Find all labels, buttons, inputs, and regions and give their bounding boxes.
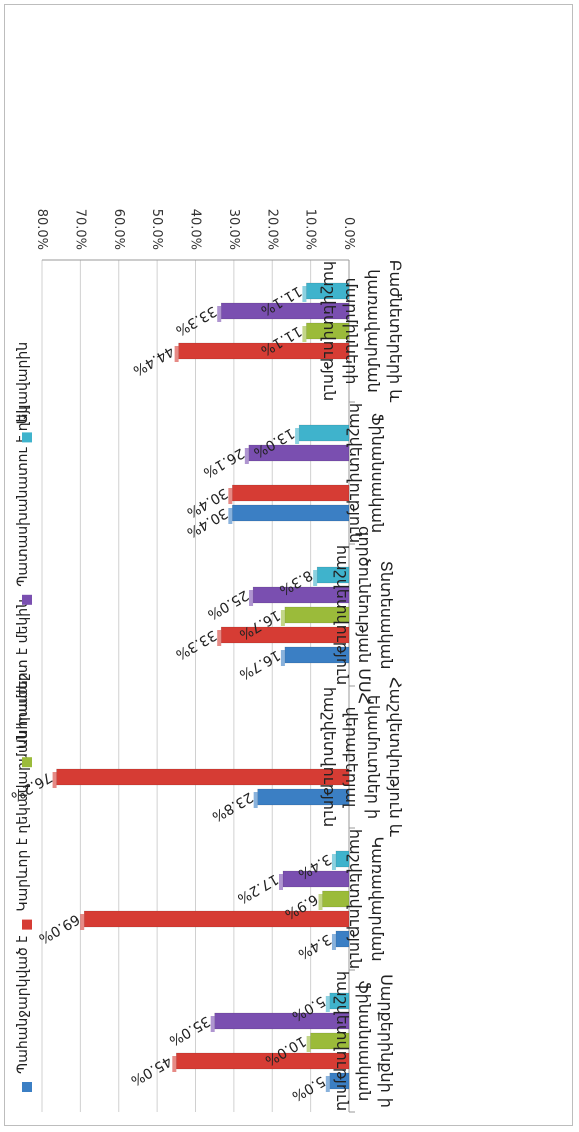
data-label: 3.4% xyxy=(295,931,334,963)
data-label: 45.0% xyxy=(128,1053,175,1089)
bar-end xyxy=(306,1036,311,1052)
bar-end xyxy=(80,914,85,930)
bar-end xyxy=(217,306,222,322)
category-label: Սարքերինքնի ի xyxy=(377,974,396,1108)
chart-rotated-group: 0.0% 10.0% 20.0% 30.0% 40.0% 50.0% 60.0% 70.0% 8… xyxy=(8,209,405,1113)
bar xyxy=(335,850,350,868)
bar-end xyxy=(228,488,233,504)
legend-swatch xyxy=(22,594,32,605)
tick-label: 10.0% xyxy=(303,209,318,250)
category-label: կառավարման xyxy=(364,269,383,392)
legend-label: Կարևոր է ղեկավարման համար xyxy=(15,672,31,911)
bar-end xyxy=(302,286,307,302)
bar-end xyxy=(302,326,307,342)
data-label: 35.0% xyxy=(166,1013,213,1049)
data-label: 16.7% xyxy=(236,647,283,683)
legend-label: Պատասխանատու է ղեկավարին xyxy=(15,342,31,587)
bar xyxy=(335,930,350,948)
bar-end xyxy=(174,346,179,362)
data-label: 17.2% xyxy=(234,871,281,907)
category-label: գործունեության ՄՍՀ xyxy=(355,526,374,704)
bar xyxy=(298,424,350,442)
tick-label: 70.0% xyxy=(72,209,87,250)
bar-end xyxy=(217,630,222,646)
bar-end xyxy=(244,448,249,464)
tick-label: 80.0% xyxy=(34,209,49,250)
bar-end xyxy=(253,792,258,808)
legend-swatch xyxy=(22,1082,32,1092)
category-label: Տնտեսական xyxy=(377,561,396,670)
bar xyxy=(232,484,350,502)
category-label: եկամուտներ ի xyxy=(364,695,383,819)
category-label: ֆինանսական xyxy=(355,981,374,1101)
tick-label: 0.0% xyxy=(341,217,356,250)
tick-label: 50.0% xyxy=(149,209,164,250)
category-label: հաշվետվություն xyxy=(320,687,339,827)
legend-swatch xyxy=(22,757,32,768)
bar-end xyxy=(172,1056,177,1072)
legend-label: Պահանջարկված է xyxy=(15,936,31,1074)
tick-label: 20.0% xyxy=(264,209,279,250)
category-label: հաշվետվություն xyxy=(333,971,352,1111)
bar xyxy=(56,768,350,786)
bar xyxy=(322,890,350,908)
legend-swatch xyxy=(22,432,32,443)
category-label: Ֆինանսական xyxy=(368,413,387,533)
bar-end xyxy=(325,1076,330,1092)
bar-end xyxy=(278,874,283,890)
category-label: վերաբերյալ xyxy=(342,707,361,808)
category-label: Բաժնետերերի և xyxy=(386,260,405,402)
data-label: 26.1% xyxy=(200,445,247,481)
bar xyxy=(214,1012,350,1030)
category-label: հաշվետվություն xyxy=(346,403,365,543)
bar-end xyxy=(52,772,57,788)
bar-end xyxy=(280,650,285,666)
category-label: Կառավարման xyxy=(368,837,387,962)
chart-frame xyxy=(4,4,573,1126)
bar-end xyxy=(313,570,318,586)
bar xyxy=(83,910,350,928)
category-label: հաշվետվություն xyxy=(320,261,339,401)
tick-label: 30.0% xyxy=(226,209,241,250)
data-label: 69.0% xyxy=(36,911,83,947)
tick-label: 60.0% xyxy=(111,209,126,250)
bar-end xyxy=(249,590,254,606)
bar-end xyxy=(325,996,330,1012)
bar-end xyxy=(280,610,285,626)
bar xyxy=(232,504,350,522)
category-label: հաշվետվություն xyxy=(333,545,352,685)
data-label: 23.8% xyxy=(209,789,256,825)
tick-label: 40.0% xyxy=(188,209,203,250)
bar-end xyxy=(228,508,233,524)
bar-end xyxy=(210,1016,215,1032)
data-label: 44.4% xyxy=(130,343,177,379)
data-label: 25.0% xyxy=(205,587,252,623)
category-label: մարմինների xyxy=(342,278,361,385)
bar-end xyxy=(331,934,336,950)
legend-label: Այլ xyxy=(15,405,31,425)
bar-end xyxy=(331,854,336,870)
legend-swatch xyxy=(22,919,32,930)
bar-end xyxy=(295,428,300,444)
data-label: 5.0% xyxy=(289,1073,328,1105)
category-label: հաշվետվություն xyxy=(346,829,365,969)
legend-label: Անհրաժեշտ է մեկին xyxy=(15,599,31,749)
category-label: Հաշվետվություն և xyxy=(386,677,405,837)
bar-end xyxy=(318,894,323,910)
